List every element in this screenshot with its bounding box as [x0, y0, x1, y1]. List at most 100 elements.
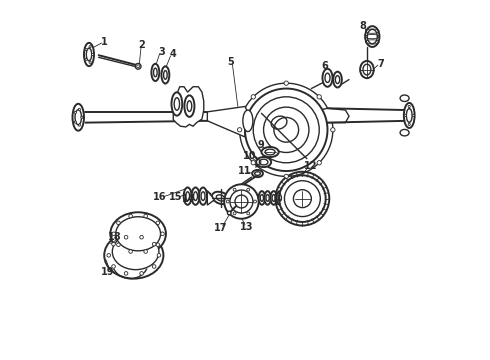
Circle shape: [224, 184, 259, 219]
Text: 11: 11: [238, 166, 251, 176]
Circle shape: [251, 95, 255, 99]
Circle shape: [85, 58, 87, 60]
Circle shape: [135, 63, 141, 69]
Circle shape: [408, 123, 410, 126]
Circle shape: [129, 214, 132, 218]
Circle shape: [240, 83, 333, 176]
Circle shape: [107, 253, 111, 257]
Circle shape: [247, 212, 250, 215]
Text: 10: 10: [243, 151, 256, 161]
Circle shape: [81, 116, 83, 118]
Ellipse shape: [116, 217, 161, 251]
Circle shape: [117, 221, 120, 225]
Circle shape: [161, 232, 164, 235]
Polygon shape: [207, 107, 247, 137]
Circle shape: [85, 49, 87, 51]
Circle shape: [144, 250, 147, 253]
Circle shape: [89, 61, 91, 63]
Circle shape: [124, 235, 128, 239]
Ellipse shape: [265, 191, 271, 205]
Circle shape: [157, 253, 161, 257]
Circle shape: [412, 114, 414, 117]
Circle shape: [129, 250, 132, 253]
Circle shape: [317, 161, 321, 165]
Circle shape: [78, 124, 80, 126]
Text: 19: 19: [100, 267, 114, 277]
Ellipse shape: [151, 64, 159, 81]
Ellipse shape: [84, 43, 94, 66]
Circle shape: [284, 81, 289, 85]
Circle shape: [74, 111, 76, 113]
Text: 6: 6: [321, 61, 328, 71]
Text: 5: 5: [227, 57, 234, 67]
Circle shape: [117, 243, 120, 247]
Ellipse shape: [172, 92, 182, 116]
Text: 15: 15: [169, 192, 182, 202]
Text: 17: 17: [214, 224, 227, 233]
Circle shape: [152, 265, 156, 268]
Circle shape: [279, 175, 326, 222]
Ellipse shape: [243, 110, 253, 132]
Circle shape: [112, 242, 115, 246]
Ellipse shape: [161, 66, 170, 84]
Circle shape: [408, 105, 410, 108]
Ellipse shape: [110, 212, 166, 255]
Ellipse shape: [333, 72, 342, 87]
Ellipse shape: [322, 69, 333, 87]
Ellipse shape: [259, 191, 265, 205]
Ellipse shape: [400, 130, 409, 136]
Circle shape: [284, 174, 289, 179]
Polygon shape: [207, 191, 215, 205]
Text: 18: 18: [108, 232, 122, 242]
Text: 16: 16: [153, 192, 167, 202]
Ellipse shape: [404, 103, 415, 128]
Circle shape: [112, 265, 115, 268]
Text: 14: 14: [182, 194, 195, 204]
Text: 4: 4: [169, 49, 176, 59]
Text: 12: 12: [303, 161, 317, 171]
Ellipse shape: [199, 188, 207, 205]
Circle shape: [156, 243, 160, 247]
Circle shape: [233, 212, 236, 215]
Ellipse shape: [256, 157, 271, 167]
Text: 2: 2: [139, 40, 146, 50]
Text: 9: 9: [257, 140, 264, 150]
Polygon shape: [173, 87, 204, 127]
Circle shape: [124, 271, 128, 275]
Ellipse shape: [252, 170, 263, 177]
Circle shape: [144, 214, 147, 218]
Circle shape: [112, 232, 116, 235]
Circle shape: [140, 271, 144, 275]
Circle shape: [78, 108, 80, 111]
Circle shape: [226, 200, 229, 203]
Circle shape: [140, 235, 144, 239]
Ellipse shape: [262, 147, 279, 157]
Ellipse shape: [184, 95, 195, 117]
Circle shape: [247, 188, 250, 191]
Text: 3: 3: [158, 46, 165, 57]
Ellipse shape: [212, 192, 229, 204]
Circle shape: [404, 114, 406, 117]
Ellipse shape: [192, 188, 199, 205]
Circle shape: [92, 53, 94, 55]
Ellipse shape: [184, 188, 192, 205]
Circle shape: [89, 46, 91, 48]
Polygon shape: [311, 108, 349, 123]
Circle shape: [238, 128, 242, 132]
Circle shape: [245, 89, 327, 171]
Circle shape: [317, 95, 321, 99]
Ellipse shape: [270, 191, 277, 205]
Circle shape: [227, 211, 231, 215]
Circle shape: [233, 188, 236, 191]
Text: 7: 7: [377, 59, 384, 69]
Ellipse shape: [73, 104, 84, 131]
Circle shape: [331, 128, 335, 132]
Circle shape: [74, 121, 76, 123]
Ellipse shape: [360, 61, 374, 78]
Circle shape: [254, 200, 256, 203]
Ellipse shape: [400, 95, 409, 102]
Text: 8: 8: [359, 21, 366, 31]
Circle shape: [251, 161, 255, 165]
Text: 1: 1: [101, 37, 108, 47]
Circle shape: [152, 242, 156, 246]
